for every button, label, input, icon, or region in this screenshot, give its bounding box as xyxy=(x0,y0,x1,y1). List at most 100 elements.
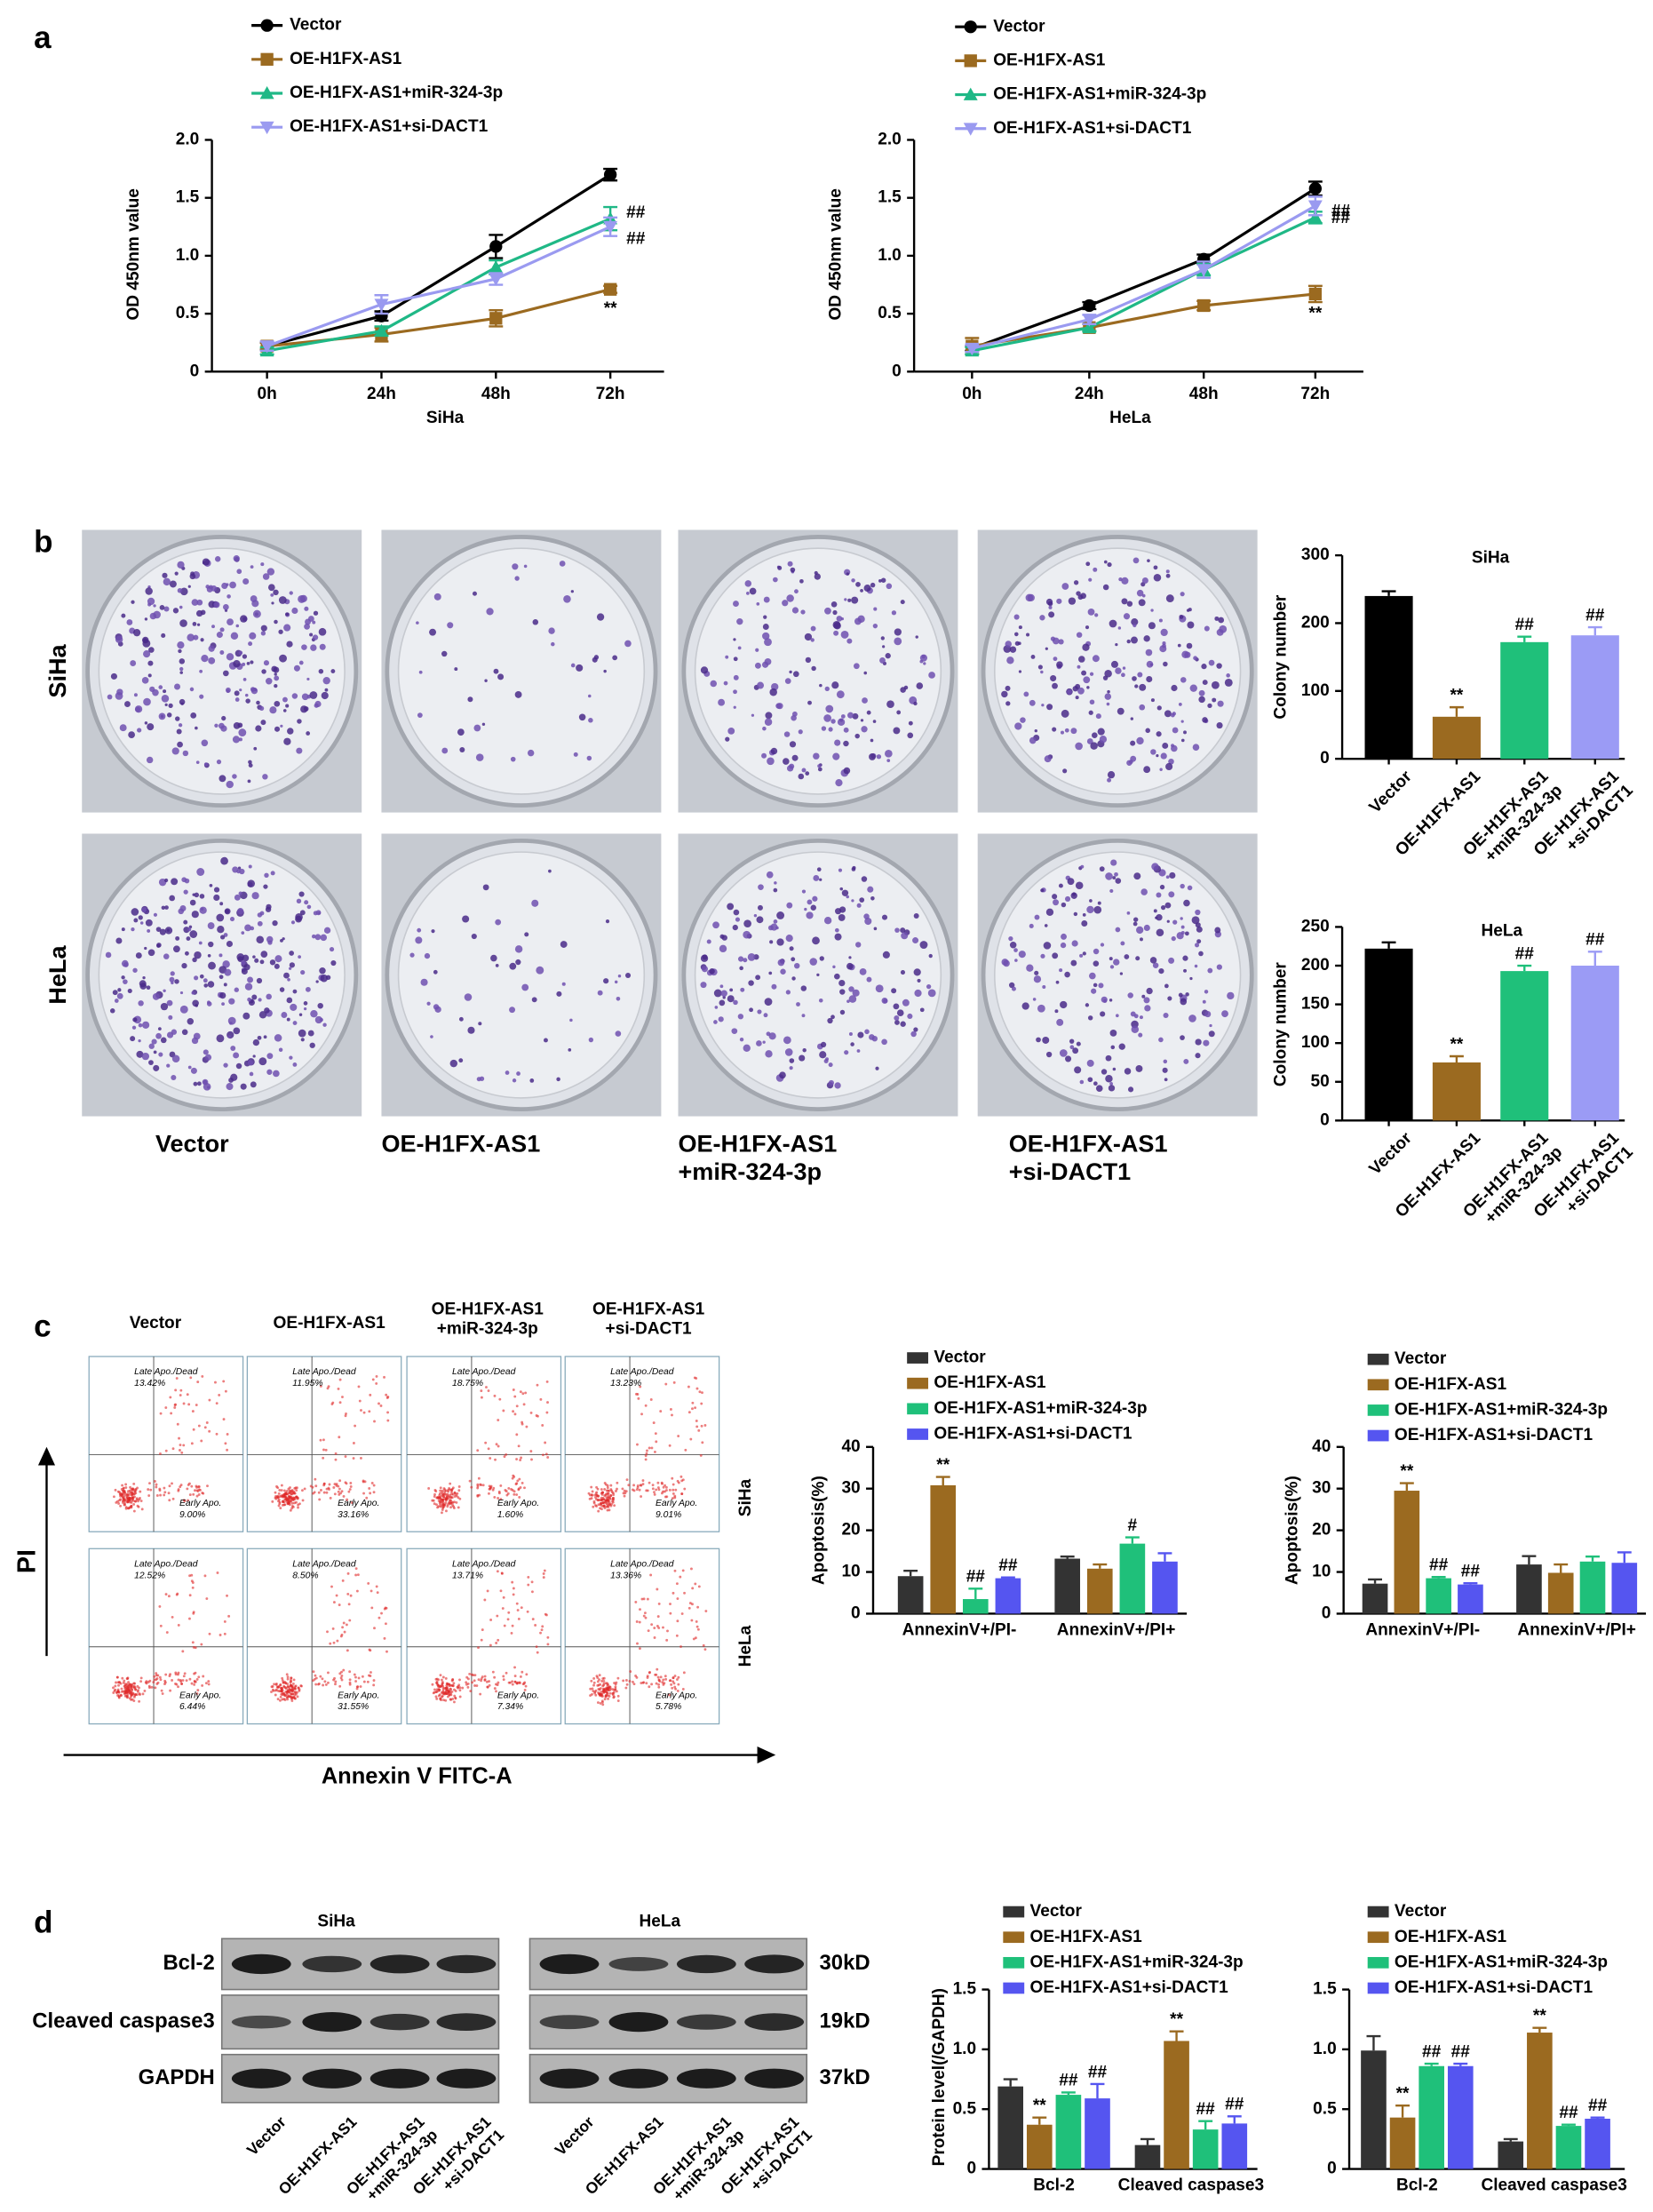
colony xyxy=(757,681,765,689)
series-line xyxy=(972,216,1316,353)
annotation: ## xyxy=(1588,2097,1608,2115)
event xyxy=(444,1501,448,1504)
colony xyxy=(882,951,890,959)
colony xyxy=(1121,672,1125,678)
colony xyxy=(857,1031,864,1038)
event xyxy=(664,1677,668,1681)
colony xyxy=(885,653,891,659)
colony xyxy=(1067,878,1075,886)
event xyxy=(171,1679,174,1682)
event xyxy=(449,1491,453,1494)
colony xyxy=(1139,1015,1143,1020)
colony xyxy=(260,625,267,632)
colony xyxy=(158,712,166,720)
colony xyxy=(417,927,422,933)
colony xyxy=(252,955,256,959)
event xyxy=(290,1692,293,1695)
event xyxy=(503,1624,506,1627)
colony xyxy=(270,593,274,597)
colony xyxy=(409,952,415,958)
colony xyxy=(171,747,179,755)
event xyxy=(171,1615,174,1619)
event xyxy=(488,1683,491,1687)
event xyxy=(536,1414,539,1418)
colony xyxy=(155,927,162,932)
colony xyxy=(1088,577,1093,582)
event xyxy=(187,1403,191,1406)
colony xyxy=(286,997,293,1004)
event xyxy=(139,1497,141,1500)
event xyxy=(124,1483,128,1486)
event xyxy=(671,1686,674,1690)
y-tick-label: 40 xyxy=(841,1437,860,1456)
event xyxy=(433,1492,436,1496)
colony xyxy=(247,879,256,887)
colony xyxy=(1073,580,1079,585)
event xyxy=(592,1676,596,1680)
colony xyxy=(138,1000,144,1007)
colony xyxy=(1192,744,1200,752)
colony xyxy=(1025,593,1034,602)
error-bar xyxy=(1399,1482,1414,1492)
colony xyxy=(222,604,229,610)
event xyxy=(497,1681,500,1684)
colony xyxy=(551,641,555,647)
colony xyxy=(521,983,529,991)
event xyxy=(527,1575,530,1579)
colony xyxy=(1149,957,1157,964)
colony xyxy=(180,702,184,705)
event xyxy=(346,1592,350,1595)
event xyxy=(346,1498,349,1501)
colony xyxy=(1171,935,1176,942)
colony xyxy=(1203,1039,1210,1046)
colony xyxy=(139,980,147,988)
colony xyxy=(1150,749,1156,755)
colony xyxy=(159,605,165,610)
error-bar xyxy=(1522,1555,1537,1565)
event xyxy=(669,1603,672,1605)
event xyxy=(453,1492,457,1494)
colony xyxy=(1048,611,1055,618)
colony xyxy=(843,740,849,747)
colony xyxy=(614,980,618,984)
band xyxy=(231,2068,291,2089)
event xyxy=(483,1679,487,1682)
colony xyxy=(1105,1075,1113,1083)
colony xyxy=(1160,628,1168,637)
legend-swatch xyxy=(1003,1982,1025,1994)
event xyxy=(375,1381,378,1385)
event xyxy=(604,1682,608,1685)
bar xyxy=(1432,716,1481,760)
colony xyxy=(199,974,204,979)
event xyxy=(148,1482,151,1485)
event xyxy=(458,1689,462,1692)
colony xyxy=(298,1013,303,1017)
event xyxy=(526,1610,529,1613)
event xyxy=(693,1376,696,1380)
event xyxy=(324,1448,328,1452)
colony xyxy=(1070,959,1077,967)
event xyxy=(672,1483,675,1486)
event xyxy=(291,1683,295,1685)
colony xyxy=(1052,682,1058,689)
colony xyxy=(258,998,262,1002)
colony xyxy=(1045,908,1054,916)
event xyxy=(327,1671,330,1675)
colony xyxy=(203,762,209,767)
colony xyxy=(875,984,884,993)
colony xyxy=(756,601,760,606)
event xyxy=(511,1580,514,1584)
legend-label: OE-H1FX-AS1 xyxy=(1030,1928,1143,1946)
colony xyxy=(1106,702,1110,706)
event xyxy=(543,1569,546,1572)
colony xyxy=(458,1016,464,1022)
point xyxy=(374,298,389,312)
colony xyxy=(1153,909,1157,913)
annotation: ## xyxy=(966,1568,986,1587)
y-tick-label: 50 xyxy=(1311,1072,1330,1091)
colony xyxy=(1117,626,1122,630)
colony xyxy=(291,693,298,699)
event xyxy=(675,1582,679,1586)
event xyxy=(640,1412,643,1416)
colony xyxy=(196,623,201,626)
